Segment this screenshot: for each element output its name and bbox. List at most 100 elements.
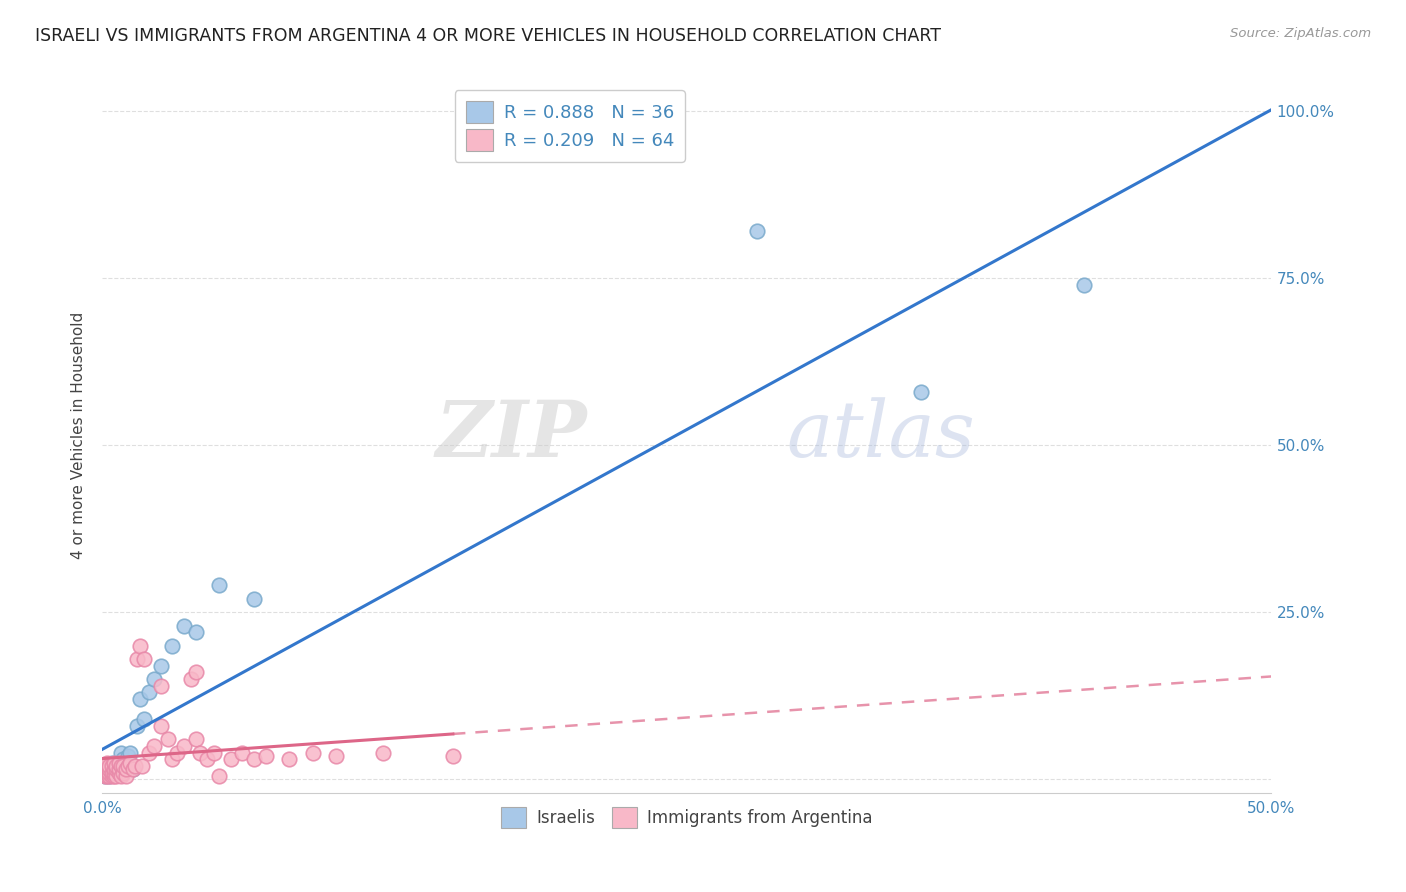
Point	[107, 760, 129, 774]
Point	[103, 769, 125, 783]
Point	[208, 769, 231, 783]
Point	[96, 759, 118, 773]
Point	[208, 578, 231, 592]
Point	[128, 692, 150, 706]
Point	[100, 765, 122, 780]
Point	[120, 746, 142, 760]
Point	[98, 769, 121, 783]
Point	[112, 752, 135, 766]
Point	[121, 762, 143, 776]
Point	[96, 769, 118, 783]
Point	[105, 762, 128, 776]
Text: Source: ZipAtlas.com: Source: ZipAtlas.com	[1230, 27, 1371, 40]
Text: ISRAELI VS IMMIGRANTS FROM ARGENTINA 4 OR MORE VEHICLES IN HOUSEHOLD CORRELATION: ISRAELI VS IMMIGRANTS FROM ARGENTINA 4 O…	[35, 27, 941, 45]
Point	[103, 756, 125, 770]
Point	[98, 765, 121, 780]
Point	[114, 769, 136, 783]
Point	[173, 739, 195, 753]
Point	[138, 685, 160, 699]
Point	[117, 759, 139, 773]
Point	[243, 752, 266, 766]
Point	[190, 746, 212, 760]
Point	[325, 748, 347, 763]
Point	[98, 769, 121, 783]
Point	[96, 765, 118, 780]
Point	[142, 739, 165, 753]
Y-axis label: 4 or more Vehicles in Household: 4 or more Vehicles in Household	[72, 311, 86, 558]
Point	[98, 759, 121, 773]
Point	[103, 764, 125, 779]
Point	[100, 762, 122, 776]
Point	[131, 759, 153, 773]
Point	[910, 384, 932, 399]
Point	[98, 765, 121, 780]
Point	[96, 759, 118, 773]
Point	[127, 719, 149, 733]
Point	[107, 762, 129, 776]
Point	[149, 719, 172, 733]
Point	[93, 769, 115, 783]
Point	[107, 765, 129, 780]
Point	[107, 756, 129, 770]
Legend: Israelis, Immigrants from Argentina: Israelis, Immigrants from Argentina	[495, 801, 879, 834]
Point	[243, 591, 266, 606]
Point	[93, 762, 115, 776]
Point	[114, 762, 136, 776]
Point	[254, 748, 277, 763]
Point	[98, 759, 121, 773]
Point	[142, 672, 165, 686]
Point	[219, 752, 242, 766]
Point	[184, 732, 207, 747]
Point	[138, 746, 160, 760]
Point	[105, 756, 128, 770]
Point	[371, 746, 394, 760]
Point	[100, 756, 122, 770]
Point	[110, 746, 132, 760]
Point	[110, 759, 132, 773]
Point	[105, 769, 128, 783]
Point	[745, 224, 768, 238]
Point	[197, 752, 219, 766]
Point	[110, 769, 132, 783]
Point	[134, 652, 156, 666]
Point	[278, 752, 301, 766]
Point	[149, 679, 172, 693]
Point	[103, 767, 125, 781]
Point	[184, 625, 207, 640]
Text: ZIP: ZIP	[436, 397, 588, 474]
Point	[149, 658, 172, 673]
Point	[204, 746, 226, 760]
Point	[103, 759, 125, 773]
Point	[184, 665, 207, 680]
Point	[100, 769, 122, 783]
Point	[105, 759, 128, 773]
Point	[128, 639, 150, 653]
Text: atlas: atlas	[786, 397, 974, 473]
Point	[110, 759, 132, 773]
Point	[441, 748, 464, 763]
Point	[124, 759, 146, 773]
Point	[100, 759, 122, 773]
Point	[156, 732, 179, 747]
Point	[173, 618, 195, 632]
Point	[121, 762, 143, 776]
Point	[1073, 277, 1095, 292]
Point	[103, 765, 125, 780]
Point	[93, 765, 115, 780]
Point	[103, 762, 125, 776]
Point	[301, 746, 323, 760]
Point	[120, 756, 142, 770]
Point	[231, 746, 253, 760]
Point	[105, 762, 128, 776]
Point	[93, 769, 115, 783]
Point	[96, 756, 118, 770]
Point	[98, 762, 121, 776]
Point	[180, 672, 202, 686]
Point	[127, 652, 149, 666]
Point	[112, 759, 135, 773]
Point	[166, 746, 188, 760]
Point	[93, 765, 115, 780]
Point	[117, 748, 139, 763]
Point	[96, 765, 118, 780]
Point	[134, 712, 156, 726]
